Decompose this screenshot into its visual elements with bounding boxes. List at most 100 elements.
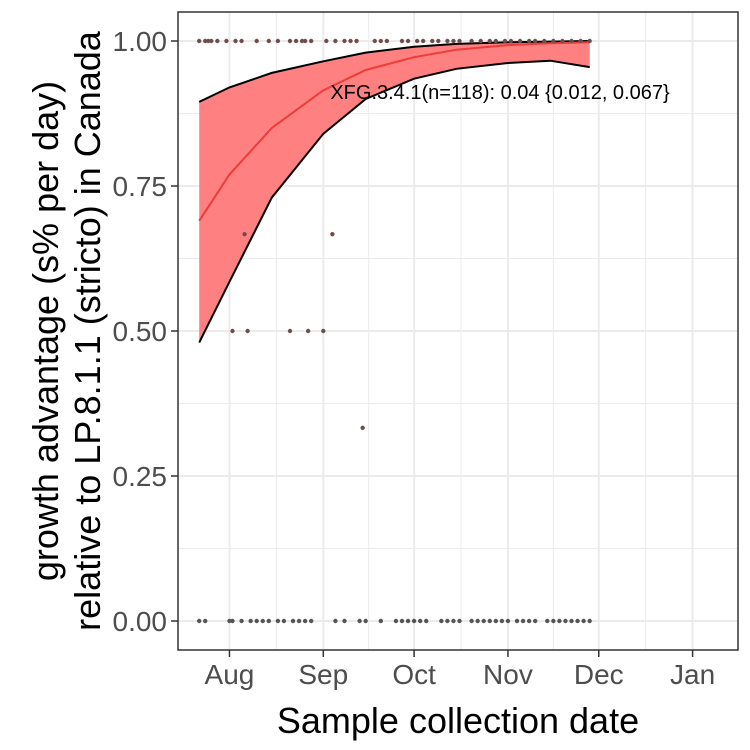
data-point xyxy=(293,38,299,44)
data-point xyxy=(424,618,429,624)
data-point xyxy=(266,38,272,44)
data-point xyxy=(569,618,574,624)
data-point xyxy=(520,618,526,624)
data-point xyxy=(266,618,272,624)
data-point xyxy=(451,38,456,44)
x-tick-label: Dec xyxy=(574,659,624,690)
data-point xyxy=(405,618,411,624)
data-point xyxy=(308,618,314,624)
x-tick-label: Nov xyxy=(483,659,533,690)
data-point xyxy=(224,38,229,44)
data-point xyxy=(417,618,423,624)
data-point xyxy=(405,38,411,44)
data-point xyxy=(215,38,220,44)
data-point xyxy=(451,618,456,624)
data-point xyxy=(420,38,426,44)
data-point xyxy=(378,38,384,44)
confidence-ribbon xyxy=(199,41,590,343)
x-axis-title: Sample collection date xyxy=(277,700,639,741)
data-point xyxy=(248,618,253,624)
ci-lower-line xyxy=(198,59,590,344)
data-point xyxy=(302,38,308,44)
data-point xyxy=(209,38,214,44)
data-point xyxy=(557,618,562,624)
y-tick-label: 0.50 xyxy=(113,316,168,347)
data-point xyxy=(348,38,353,44)
data-point xyxy=(330,231,335,237)
data-point xyxy=(281,618,287,624)
data-point xyxy=(245,328,250,334)
data-point xyxy=(411,618,417,624)
data-point xyxy=(230,618,235,624)
data-point xyxy=(560,38,565,44)
data-point xyxy=(587,618,592,624)
data-point xyxy=(333,38,338,44)
data-point xyxy=(308,38,314,44)
data-point xyxy=(260,618,265,624)
data-point xyxy=(499,618,505,624)
data-point xyxy=(532,38,538,44)
data-point xyxy=(563,618,568,624)
fit-line xyxy=(198,41,590,222)
data-point xyxy=(508,38,514,44)
data-point xyxy=(230,328,235,334)
data-point xyxy=(196,38,202,44)
data-point xyxy=(302,618,308,624)
data-point xyxy=(342,618,347,624)
data-point xyxy=(575,618,580,624)
data-point xyxy=(363,618,368,624)
data-point xyxy=(532,618,538,624)
data-point xyxy=(324,38,329,44)
data-point xyxy=(414,38,420,44)
data-point xyxy=(333,618,338,624)
data-point xyxy=(445,38,450,44)
data-point xyxy=(305,328,311,334)
x-tick-label: Oct xyxy=(392,659,436,690)
data-point xyxy=(587,38,592,44)
data-point xyxy=(457,38,462,44)
data-point xyxy=(581,618,586,624)
data-point xyxy=(487,38,492,44)
y-tick-label: 0.75 xyxy=(113,171,168,202)
data-point xyxy=(275,38,281,44)
x-tick-label: Aug xyxy=(205,659,255,690)
y-tick-label: 1.00 xyxy=(113,26,168,57)
data-point xyxy=(526,618,532,624)
data-point xyxy=(469,38,474,44)
x-axis: Aug Sep Oct Nov Dec Jan xyxy=(205,650,715,690)
data-point xyxy=(514,618,520,624)
data-point xyxy=(469,618,474,624)
data-point xyxy=(436,38,441,44)
data-point xyxy=(378,618,384,624)
data-point xyxy=(342,38,347,44)
data-point xyxy=(239,618,244,624)
data-point xyxy=(275,618,281,624)
x-tick-label: Sep xyxy=(298,659,348,690)
x-tick-label: Jan xyxy=(670,659,715,690)
data-point xyxy=(551,618,556,624)
data-point xyxy=(545,618,550,624)
data-point xyxy=(569,38,574,44)
data-point xyxy=(439,618,444,624)
data-point xyxy=(526,38,532,44)
data-point xyxy=(239,38,244,44)
data-point xyxy=(493,38,499,44)
data-point xyxy=(203,618,208,624)
data-point xyxy=(502,38,508,44)
fit-annotation: XFG.3.4.1(n=118): 0.04 {0.012, 0.067} xyxy=(330,82,670,104)
data-point xyxy=(321,328,326,334)
data-point xyxy=(354,38,359,44)
y-tick-label: 0.00 xyxy=(113,606,168,637)
y-axis-title-line-1: growth advantage (s% per day) xyxy=(25,81,66,581)
data-point xyxy=(233,38,238,44)
data-point xyxy=(551,38,556,44)
data-point xyxy=(384,38,390,44)
data-point xyxy=(481,618,486,624)
y-tick-label: 0.25 xyxy=(113,461,168,492)
data-point xyxy=(517,38,523,44)
data-point xyxy=(542,38,547,44)
data-point xyxy=(505,618,511,624)
data-point xyxy=(487,618,492,624)
data-point xyxy=(457,618,462,624)
